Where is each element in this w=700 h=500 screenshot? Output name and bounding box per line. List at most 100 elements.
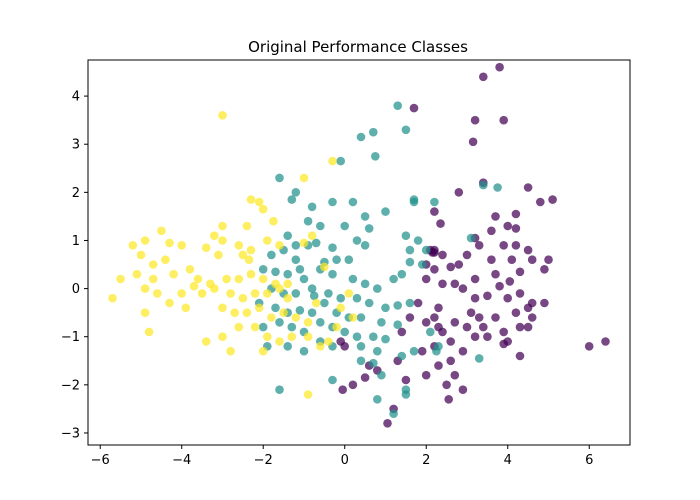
data-point [157,226,166,236]
data-point [275,241,284,250]
data-point [417,260,427,269]
data-point [436,219,445,228]
data-point [397,327,407,337]
data-point [356,313,366,322]
data-point [352,332,362,342]
data-point [299,238,309,248]
data-point [246,195,256,204]
data-point [283,269,293,279]
data-point [470,115,480,125]
data-point [328,269,337,279]
data-point [401,390,411,399]
data-point [360,279,370,289]
data-point [218,303,227,313]
data-point [389,274,398,284]
x-tick-label: −4 [172,453,191,468]
x-tick-label: 0 [341,453,349,468]
y-tick-label: −3 [61,426,80,441]
data-point [275,284,284,293]
data-point [328,156,337,166]
y-axis: −3 −2 −1 0 1 2 3 4 [61,90,88,441]
data-point [275,385,284,395]
data-point [364,298,374,308]
data-point [409,103,419,113]
data-point [474,354,484,363]
y-tick-label: 3 [72,138,80,153]
data-point [279,308,288,318]
data-point [201,243,211,252]
data-point [470,274,480,284]
data-point [479,72,488,82]
data-point [401,375,411,385]
data-point [434,303,443,313]
data-point [116,274,125,284]
data-point [371,152,380,161]
data-point [328,197,337,207]
data-point [454,260,464,269]
data-point [275,337,284,346]
data-point [108,293,117,303]
data-point [430,245,439,255]
data-point [287,195,297,204]
data-point [413,298,423,308]
data-point [373,346,382,356]
y-tick-label: 2 [72,186,80,201]
data-point [458,346,468,356]
data-point [499,339,509,349]
data-point [244,255,254,264]
data-point [462,250,472,260]
data-point [165,238,174,248]
data-point [479,180,488,190]
data-point [499,115,509,125]
x-tick-label: −6 [91,453,110,468]
data-point [397,351,407,361]
data-point [303,216,313,226]
data-point [214,250,223,260]
data-point [189,281,199,291]
data-point [324,337,333,346]
data-point [340,221,350,231]
data-point [316,342,325,351]
data-point [328,375,337,385]
points-layer [108,62,610,428]
data-point [495,62,504,72]
data-point [320,262,329,272]
data-point [291,313,301,322]
data-point [369,127,378,137]
data-point [381,334,390,344]
data-point [254,197,264,207]
data-point [442,380,451,390]
data-point [430,197,439,207]
data-point [218,332,227,342]
data-point [483,291,492,301]
data-point [181,303,191,313]
data-point [338,385,348,395]
data-point [263,289,272,298]
data-point [373,284,382,293]
data-point [438,279,447,289]
data-point [238,293,248,303]
data-point [136,250,146,260]
data-point [523,183,533,192]
data-point [536,197,545,207]
data-point [352,293,362,303]
data-point [499,241,509,250]
data-point [393,301,403,310]
data-point [291,289,301,298]
data-point [234,241,244,250]
data-point [226,289,235,298]
data-point [470,332,480,342]
data-point [409,346,419,356]
data-point [493,183,502,192]
data-point [316,221,325,231]
data-point [454,188,464,197]
data-point [303,332,313,342]
data-point [430,265,439,274]
data-point [336,156,346,166]
data-point [263,332,272,342]
x-tick-label: 4 [504,453,512,468]
data-point [210,284,219,293]
data-point [438,250,447,260]
data-point [336,303,346,313]
